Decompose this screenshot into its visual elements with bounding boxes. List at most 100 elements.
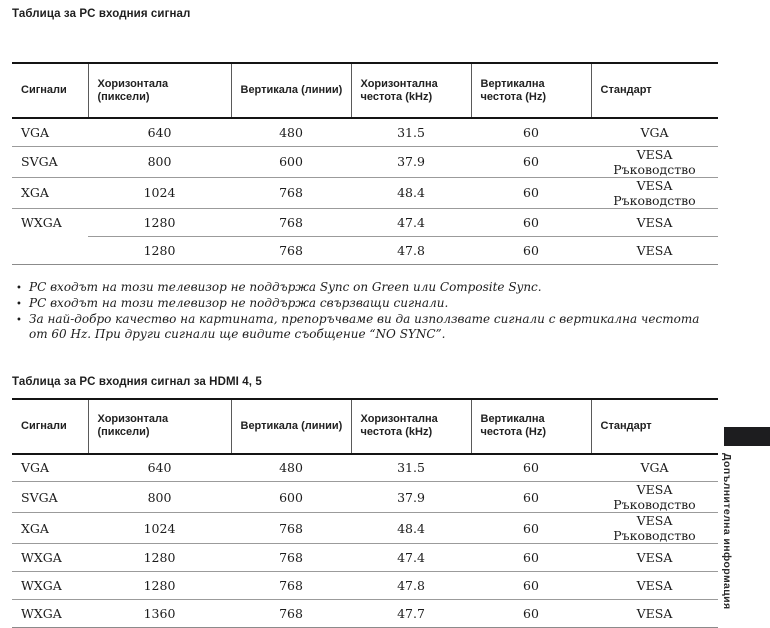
table-cell: WXGA [12, 208, 88, 236]
note-item: • PC входът на този телевизор не поддърж… [16, 296, 718, 312]
note-text: PC входът на този телевизор не поддържа … [29, 280, 718, 296]
table-cell: 47.8 [351, 236, 471, 264]
table-cell: VGA [591, 118, 718, 146]
table-cell: 37.9 [351, 482, 471, 513]
table-cell: 768 [231, 544, 351, 572]
column-header: Вертикална честота (Hz) [471, 399, 591, 454]
table-cell: VESA [591, 572, 718, 600]
table-cell: 48.4 [351, 513, 471, 544]
table-cell: 480 [231, 454, 351, 482]
table-cell: 60 [471, 454, 591, 482]
table-cell: 768 [231, 236, 351, 264]
table-cell: VESA [591, 600, 718, 628]
table-cell: 60 [471, 513, 591, 544]
table-cell: VESA Ръководство [591, 146, 718, 177]
table-cell: 768 [231, 208, 351, 236]
table-cell: 47.8 [351, 572, 471, 600]
table-cell: VGA [12, 118, 88, 146]
table-cell: SVGA [12, 146, 88, 177]
table-cell: 60 [471, 146, 591, 177]
column-header: Стандарт [591, 63, 718, 118]
bullet-icon: • [16, 312, 29, 342]
table-cell: VESA Ръководство [591, 513, 718, 544]
column-header: Хоризонтална честота (kHz) [351, 63, 471, 118]
column-header: Вертикална честота (Hz) [471, 63, 591, 118]
bullet-icon: • [16, 280, 29, 296]
table-cell: 1024 [88, 177, 231, 208]
notes-list: • PC входът на този телевизор не поддърж… [16, 280, 718, 342]
table-cell: 640 [88, 118, 231, 146]
table-cell: 47.7 [351, 600, 471, 628]
section-sidebar-label: Допълнителна информация [721, 453, 733, 609]
note-item: • PC входът на този телевизор не поддърж… [16, 280, 718, 296]
table-cell: 31.5 [351, 454, 471, 482]
note-item: • За най-добро качество на картината, пр… [16, 312, 718, 342]
table-cell: 768 [231, 177, 351, 208]
column-header: Хоризонтала (пиксели) [88, 63, 231, 118]
table-cell: 600 [231, 482, 351, 513]
table-cell: 800 [88, 146, 231, 177]
note-text: За най-добро качество на картината, преп… [29, 312, 718, 342]
table-cell: VESA [591, 544, 718, 572]
column-header: Сигнали [12, 63, 88, 118]
table-cell: VGA [12, 454, 88, 482]
table-cell: SVGA [12, 482, 88, 513]
table-cell: XGA [12, 513, 88, 544]
table-cell: 1024 [88, 513, 231, 544]
table-cell: 60 [471, 600, 591, 628]
table-cell: 60 [471, 208, 591, 236]
table-cell: VESA [591, 208, 718, 236]
note-text: PC входът на този телевизор не поддържа … [29, 296, 718, 312]
table-cell: 48.4 [351, 177, 471, 208]
table-cell: WXGA [12, 600, 88, 628]
table-cell: VGA [591, 454, 718, 482]
table-cell: 31.5 [351, 118, 471, 146]
table-cell: 60 [471, 544, 591, 572]
column-header: Стандарт [591, 399, 718, 454]
table-cell: VESA Ръководство [591, 177, 718, 208]
table-cell: 1280 [88, 544, 231, 572]
hdmi-input-table-title: Таблица за PC входния сигнал за HDMI 4, … [12, 376, 718, 390]
pc-input-table-title: Таблица за PC входния сигнал [12, 8, 718, 22]
column-header: Вертикала (линии) [231, 63, 351, 118]
column-header: Хоризонтала (пиксели) [88, 399, 231, 454]
table-cell: 60 [471, 177, 591, 208]
table-cell: 1280 [88, 236, 231, 264]
table-cell: 768 [231, 600, 351, 628]
table-cell: 47.4 [351, 208, 471, 236]
table-cell: 60 [471, 482, 591, 513]
table-cell: 60 [471, 236, 591, 264]
table-cell: 37.9 [351, 146, 471, 177]
table-cell: 768 [231, 572, 351, 600]
table-cell: VESA Ръководство [591, 482, 718, 513]
table-cell: 1360 [88, 600, 231, 628]
table-cell: XGA [12, 177, 88, 208]
table-cell: WXGA [12, 572, 88, 600]
table-cell: 60 [471, 572, 591, 600]
section-tab-marker [724, 427, 770, 446]
table-cell: 640 [88, 454, 231, 482]
table-cell: 60 [471, 118, 591, 146]
column-header: Хоризонтална честота (kHz) [351, 399, 471, 454]
table-cell: 768 [231, 513, 351, 544]
table-cell: 480 [231, 118, 351, 146]
table-cell: 1280 [88, 208, 231, 236]
table-cell [12, 236, 88, 264]
column-header: Сигнали [12, 399, 88, 454]
table-cell: 47.4 [351, 544, 471, 572]
